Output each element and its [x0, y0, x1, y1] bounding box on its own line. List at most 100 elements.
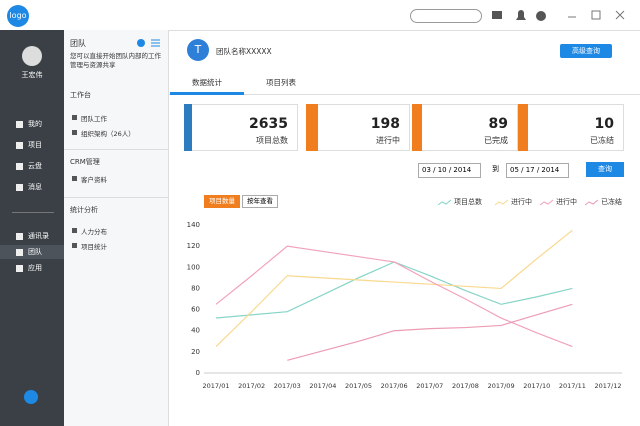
section-item[interactable]: 组织架构（26人）: [81, 130, 135, 138]
section-icon: [72, 115, 77, 120]
divider: [12, 212, 54, 213]
x-tick-label: 2017/06: [381, 382, 408, 390]
section-title: 工作台: [70, 91, 91, 99]
team-name: 团队名称XXXXX: [216, 47, 272, 56]
y-tick-label: 60: [191, 306, 200, 314]
panel: [64, 30, 169, 426]
tab[interactable]: 数据统计: [192, 78, 222, 87]
panel-description: 您可以直接开始团队内部的工作管理与资源共享: [70, 52, 161, 69]
sidebar: [0, 30, 64, 426]
stat-accent: [306, 104, 318, 151]
stat-accent: [184, 104, 192, 151]
x-tick-label: 2017/11: [559, 382, 586, 390]
menu-item[interactable]: 消息: [28, 183, 42, 191]
stat-card: [184, 104, 298, 151]
x-tick-label: 2017/12: [594, 382, 621, 390]
menu-item[interactable]: 我的: [28, 120, 42, 128]
menu-icon: [16, 163, 23, 170]
section-item[interactable]: 项目统计: [81, 243, 107, 251]
series-line: [215, 261, 573, 319]
stat-label: 已完成: [484, 136, 508, 145]
x-tick-label: 2017/03: [274, 382, 301, 390]
legend-label: 已冻结: [601, 197, 622, 206]
menu-item[interactable]: 应用: [28, 264, 42, 272]
panel-title: 团队: [70, 39, 86, 48]
legend-swatch: [494, 199, 509, 206]
x-tick-label: 2017/09: [488, 382, 515, 390]
date-from[interactable]: 03 / 10 / 2014: [418, 163, 481, 178]
series-line: [287, 303, 573, 361]
search-box[interactable]: [410, 9, 482, 23]
stat-label: 进行中: [376, 136, 400, 145]
menu-icon: [16, 249, 23, 256]
y-tick-label: 120: [187, 242, 200, 250]
stat-card: [412, 104, 518, 151]
tabs-line: [168, 94, 640, 95]
stat-label: 已冻结: [590, 136, 614, 145]
toggle[interactable]: 按年查看: [242, 195, 278, 208]
toggle-active[interactable]: 项目数量: [204, 195, 240, 208]
advanced-button[interactable]: 高级查询: [560, 44, 612, 58]
series-line: [215, 245, 573, 348]
section-title: 统计分析: [70, 206, 98, 214]
legend-swatch: [584, 199, 599, 206]
divider: [64, 197, 168, 198]
section-title: CRM管理: [70, 158, 100, 166]
y-tick-label: 20: [191, 348, 200, 356]
divider: [64, 149, 168, 150]
section-item[interactable]: 团队工作: [81, 115, 107, 123]
menu-item[interactable]: 云盘: [28, 162, 42, 170]
user-name: 王宏伟: [21, 71, 43, 79]
section-item[interactable]: 人力分布: [81, 228, 107, 236]
menu-icon: [16, 184, 23, 191]
y-tick-label: 80: [191, 284, 200, 292]
stat-value: 2635: [249, 116, 288, 132]
query-button[interactable]: 查询: [586, 162, 624, 177]
section-item[interactable]: 客户资料: [81, 176, 107, 184]
legend-swatch: [437, 199, 452, 206]
legend-swatch: [539, 199, 554, 206]
x-tick-label: 2017/10: [523, 382, 550, 390]
window-icons: [492, 10, 625, 21]
menu-item[interactable]: 团队: [28, 248, 42, 256]
x-tick-label: 2017/07: [416, 382, 443, 390]
menu-item[interactable]: 项目: [28, 141, 42, 149]
stat-accent: [412, 104, 422, 151]
x-tick-label: 2017/04: [309, 382, 336, 390]
stat-value: 10: [594, 116, 614, 132]
menu-icon: [16, 265, 23, 272]
x-tick-label: 2017/01: [202, 382, 229, 390]
legend-label: 进行中: [511, 197, 532, 206]
logo[interactable]: logo: [7, 5, 29, 27]
menu-icon: [16, 142, 23, 149]
tab-indicator: [170, 92, 244, 95]
section-icon: [72, 243, 77, 248]
section-icon: [72, 228, 77, 233]
panel-icons: [137, 39, 160, 47]
date-separator: 到: [492, 165, 499, 173]
stat-accent: [518, 104, 528, 151]
menu-item[interactable]: 通讯录: [28, 232, 49, 240]
section-icon: [72, 176, 77, 181]
x-tick-label: 2017/05: [345, 382, 372, 390]
chart: 0 20 40 60 80 100 120 140 2017/01 2017/02 2017/03 2…: [187, 197, 622, 390]
menu-icon: [16, 121, 23, 128]
user-avatar: [22, 46, 42, 66]
stat-card: [306, 104, 410, 151]
tab[interactable]: 项目列表: [266, 78, 296, 87]
y-tick-label: 0: [196, 369, 200, 377]
x-tick-label: 2017/08: [452, 382, 479, 390]
menu-icon: [16, 233, 23, 240]
y-tick-label: 40: [191, 327, 200, 335]
date-to[interactable]: 05 / 17 / 2014: [506, 163, 569, 178]
stat-value: 198: [370, 116, 400, 132]
team-avatar: T: [187, 39, 209, 61]
y-tick-label: 100: [187, 263, 200, 271]
series-line: [215, 229, 573, 347]
legend-label: 进行中: [556, 197, 577, 206]
stat-card: [518, 104, 624, 151]
y-tick-label: 140: [187, 221, 200, 229]
section-icon: [72, 130, 77, 135]
add-button[interactable]: [24, 390, 38, 404]
topbar: [0, 0, 640, 31]
